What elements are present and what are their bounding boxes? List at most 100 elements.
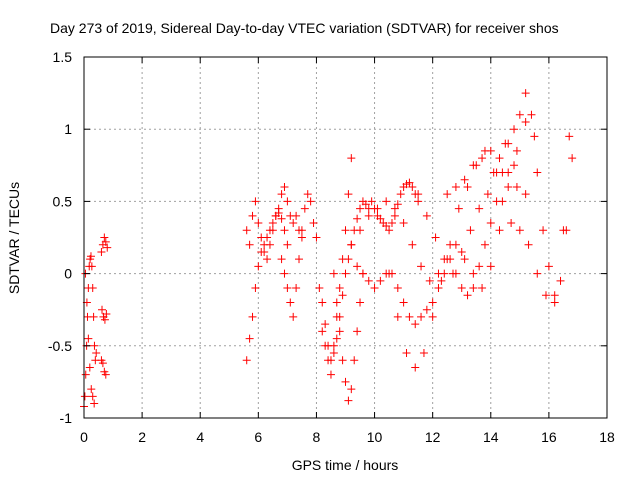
data-point <box>370 284 379 293</box>
data-point <box>263 233 272 242</box>
data-point <box>434 284 443 293</box>
data-point <box>367 197 376 206</box>
data-point <box>86 252 95 261</box>
data-point <box>87 385 96 394</box>
data-point <box>289 219 298 228</box>
data-point <box>286 298 295 307</box>
data-point <box>501 139 510 148</box>
data-point <box>283 284 292 293</box>
x-tick-label: 6 <box>254 429 262 445</box>
data-point <box>527 110 536 119</box>
data-point <box>463 182 472 191</box>
series-arc8 <box>277 190 321 321</box>
data-point <box>486 146 495 155</box>
data-point <box>524 240 533 249</box>
data-point <box>515 110 524 119</box>
x-tick-label: 4 <box>196 429 204 445</box>
data-point <box>89 312 98 321</box>
data-point <box>254 262 263 271</box>
data-point <box>347 385 356 394</box>
data-point <box>510 161 519 170</box>
data-point <box>559 226 568 235</box>
data-point <box>539 226 548 235</box>
data-point <box>425 276 434 285</box>
data-point <box>361 200 370 209</box>
data-point <box>475 262 484 271</box>
data-point <box>251 284 260 293</box>
data-point <box>248 312 257 321</box>
data-point <box>512 146 521 155</box>
data-point <box>98 359 107 368</box>
data-point <box>245 240 254 249</box>
data-point <box>300 204 309 213</box>
data-point <box>280 182 289 191</box>
data-point <box>402 349 411 358</box>
y-tick-label: -1 <box>60 410 73 426</box>
data-point <box>364 276 373 285</box>
x-axis-title: GPS time / hours <box>292 457 399 473</box>
data-point <box>382 221 391 230</box>
data-point <box>92 349 101 358</box>
data-point <box>321 341 330 350</box>
x-tick-label: 12 <box>425 429 441 445</box>
series-arc3 <box>97 233 112 256</box>
data-point <box>248 211 257 220</box>
x-tick-label: 0 <box>80 429 88 445</box>
data-point <box>533 168 542 177</box>
data-point <box>533 269 542 278</box>
data-point <box>414 197 423 206</box>
data-point <box>347 240 356 249</box>
data-point <box>98 305 107 314</box>
data-point <box>376 276 385 285</box>
series-arc13 <box>347 117 539 293</box>
data-point <box>376 214 385 223</box>
data-point <box>347 154 356 163</box>
data-point <box>326 370 335 379</box>
data-point <box>90 399 99 408</box>
data-point <box>318 327 327 336</box>
data-point <box>457 247 466 256</box>
data-point <box>469 269 478 278</box>
data-point <box>387 219 396 228</box>
data-point <box>419 349 428 358</box>
data-point <box>87 262 96 271</box>
data-point <box>565 132 574 141</box>
x-tick-label: 10 <box>367 429 383 445</box>
series-arc11 <box>329 269 367 405</box>
data-point <box>356 298 365 307</box>
data-point <box>512 182 521 191</box>
data-point <box>422 305 431 314</box>
data-point <box>428 312 437 321</box>
series-arc4 <box>98 305 111 324</box>
x-tick-label: 2 <box>138 429 146 445</box>
data-point <box>393 200 402 209</box>
data-point <box>353 327 362 336</box>
y-tick-label: 1 <box>64 121 72 137</box>
data-point <box>102 310 111 319</box>
data-point <box>393 312 402 321</box>
series-arc1 <box>80 252 101 411</box>
data-point <box>101 237 110 246</box>
data-point <box>356 226 365 235</box>
data-point <box>486 219 495 228</box>
data-point <box>332 298 341 307</box>
data-point <box>353 262 362 271</box>
data-point <box>318 298 327 307</box>
data-point <box>422 211 431 220</box>
data-point <box>312 233 321 242</box>
data-point <box>437 276 446 285</box>
data-point <box>556 276 565 285</box>
data-point <box>495 154 504 163</box>
data-point <box>390 204 399 213</box>
data-point <box>411 363 420 372</box>
data-point <box>411 320 420 329</box>
data-point <box>393 284 402 293</box>
data-point <box>324 356 333 365</box>
data-point <box>382 197 391 206</box>
data-point <box>443 190 452 199</box>
data-point <box>295 255 304 264</box>
data-point <box>364 211 373 220</box>
data-point <box>263 255 272 264</box>
chart-title: Day 273 of 2019, Sidereal Day-to-day VTE… <box>50 20 559 36</box>
